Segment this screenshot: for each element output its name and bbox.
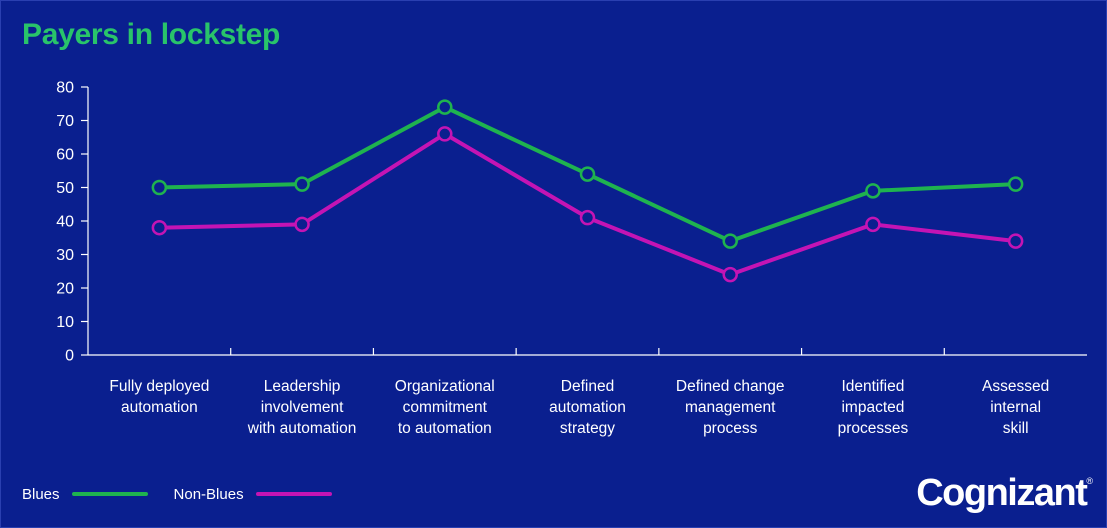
y-tick-label: 40: [56, 214, 74, 231]
y-axis-ticks: 0 10 20 30 40 50 60 70 80: [56, 80, 88, 365]
x-category-label: Organizational commitment to automation: [395, 378, 495, 437]
x-category-label-line: Defined change: [676, 378, 785, 395]
x-axis-labels: Fully deployed automation Leadership involv…: [109, 378, 1049, 437]
legend: Blues Non-Blues: [22, 484, 358, 504]
series-layer: [151, 99, 1024, 283]
x-category-label-line: skill: [1003, 420, 1029, 437]
x-category-label-line: Assessed: [982, 378, 1049, 395]
cognizant-logo: Cognizant®: [916, 472, 1093, 515]
legend-label-non-blues: Non-Blues: [173, 485, 244, 503]
x-category-label-line: Organizational: [395, 378, 495, 395]
x-category-label-line: management: [685, 399, 776, 416]
series-non-blues: [151, 126, 1024, 283]
data-point-blues: [294, 176, 310, 192]
x-category-label: Fully deployed automation: [109, 378, 209, 416]
data-point-non-blues: [1007, 233, 1024, 249]
legend-swatch-blues: [71, 492, 148, 496]
x-category-label-line: automation: [549, 399, 626, 416]
y-tick-label: 70: [56, 113, 74, 130]
x-category-label-line: Fully deployed: [109, 378, 209, 395]
x-category-label: Defined change management process: [676, 378, 785, 437]
y-tick-label: 50: [56, 180, 74, 197]
series-blues: [151, 99, 1024, 249]
y-tick-label: 10: [56, 314, 74, 331]
x-category-label-line: Leadership: [264, 378, 341, 395]
legend-item-non-blues: Non-Blues: [174, 486, 332, 503]
data-point-non-blues: [294, 216, 310, 233]
series-line-non-blues: [157, 131, 1018, 277]
x-category-label-line: involvement: [261, 399, 344, 416]
x-category-label-line: automation: [121, 399, 198, 416]
data-point-blues: [722, 233, 738, 249]
data-point-blues: [1007, 176, 1024, 192]
legend-swatch-non-blues: [255, 492, 332, 496]
logo-registered-mark: ®: [1086, 476, 1093, 486]
x-category-label: Assessed internal skill: [982, 378, 1049, 437]
x-category-label-line: Defined: [561, 378, 614, 395]
x-category-label-line: Identified: [841, 378, 904, 395]
data-point-non-blues: [722, 266, 738, 283]
data-point-non-blues: [865, 216, 881, 233]
x-category-label: Defined automation strategy: [549, 378, 626, 437]
x-category-label-line: impacted: [841, 399, 904, 416]
y-tick-label: 60: [56, 147, 74, 164]
logo-text: Cognizant: [916, 472, 1088, 514]
x-category-label-line: processes: [838, 420, 909, 437]
x-category-label-line: to automation: [398, 420, 492, 437]
data-point-blues: [579, 166, 596, 182]
x-category-label-line: internal: [990, 399, 1041, 416]
x-category-label-line: process: [703, 420, 758, 437]
data-point-non-blues: [437, 126, 453, 142]
legend-item-blues: Blues: [22, 486, 148, 503]
y-tick-label: 30: [56, 247, 74, 264]
x-category-label: Identified impacted processes: [838, 378, 909, 437]
y-tick-label: 20: [56, 281, 74, 298]
data-point-blues: [151, 179, 168, 196]
chart-title: Payers in lockstep: [22, 18, 281, 51]
x-category-label-line: with automation: [247, 420, 357, 437]
x-category-label: Leadership involvement with automation: [247, 378, 357, 437]
x-category-label-line: strategy: [560, 420, 615, 437]
y-tick-label: 0: [65, 348, 74, 365]
data-point-non-blues: [579, 209, 596, 226]
data-point-blues: [865, 183, 881, 199]
legend-label-blues: Blues: [22, 485, 60, 503]
y-tick-label: 80: [56, 80, 74, 97]
data-point-blues: [437, 99, 453, 115]
x-category-label-line: commitment: [403, 399, 488, 416]
data-point-non-blues: [151, 219, 168, 236]
